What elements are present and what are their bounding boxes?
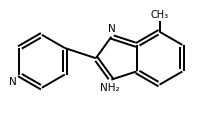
Text: CH₃: CH₃ <box>150 10 168 20</box>
Text: NH₂: NH₂ <box>100 83 120 93</box>
Text: N: N <box>107 24 115 34</box>
Text: N: N <box>9 77 17 87</box>
